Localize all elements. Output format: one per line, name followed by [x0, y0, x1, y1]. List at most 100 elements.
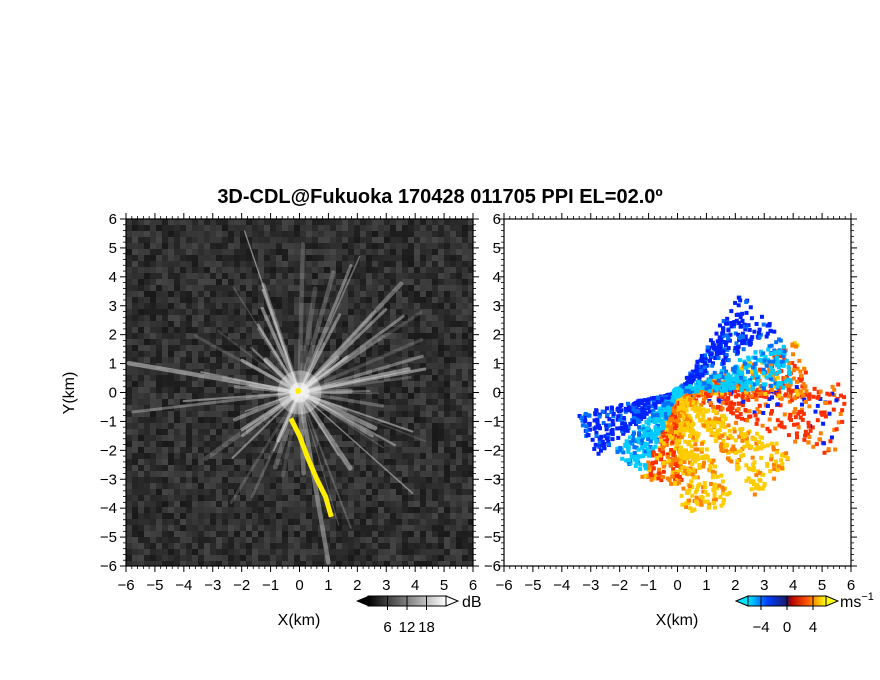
left-noise-cell	[276, 405, 282, 411]
left-noise-cell	[198, 519, 204, 525]
left-noise-cell	[414, 363, 420, 369]
left-noise-cell	[294, 351, 300, 357]
velocity-pixel	[734, 394, 739, 399]
echo-ray	[297, 310, 423, 395]
left-noise-cell	[246, 273, 252, 279]
left-noise-cell	[456, 423, 462, 429]
velocity-pixel	[732, 401, 737, 406]
left-noise-cell	[216, 399, 222, 405]
left-noise-cell	[462, 483, 468, 489]
left-noise-cell	[408, 225, 414, 231]
left-noise-cell	[408, 453, 414, 459]
left-noise-cell	[450, 501, 456, 507]
left-noise-cell	[150, 321, 156, 327]
left-noise-cell	[186, 225, 192, 231]
left-noise-cell	[168, 345, 174, 351]
left-noise-cell	[126, 441, 132, 447]
left-noise-cell	[258, 429, 264, 435]
left-noise-cell	[336, 447, 342, 453]
left-noise-cell	[366, 513, 372, 519]
velocity-pixel	[741, 453, 746, 458]
left-noise-cell	[282, 489, 288, 495]
left-noise-cell	[276, 351, 282, 357]
left-noise-cell	[444, 225, 450, 231]
left-noise-cell	[168, 453, 174, 459]
left-noise-cell	[186, 243, 192, 249]
left-noise-cell	[174, 285, 180, 291]
left-noise-cell	[312, 507, 318, 513]
left-noise-cell	[348, 297, 354, 303]
velocity-pixel	[759, 314, 764, 319]
left-noise-cell	[198, 387, 204, 393]
velocity-pixel	[735, 344, 740, 349]
echo-ray	[261, 282, 302, 395]
left-noise-cell	[426, 315, 432, 321]
left-noise-cell	[180, 381, 186, 387]
left-noise-cell	[174, 351, 180, 357]
left-noise-cell	[210, 429, 216, 435]
left-noise-cell	[150, 267, 156, 273]
left-noise-cell	[462, 507, 468, 513]
left-noise-cell	[294, 333, 300, 339]
left-noise-cell	[348, 231, 354, 237]
left-noise-cell	[162, 477, 168, 483]
left-noise-cell	[342, 285, 348, 291]
left-noise-cell	[360, 477, 366, 483]
left-noise-cell	[342, 555, 348, 561]
left-noise-cell	[294, 309, 300, 315]
left-noise-cell	[216, 285, 222, 291]
left-noise-cell	[450, 369, 456, 375]
left-noise-cell	[336, 399, 342, 405]
left-noise-cell	[444, 261, 450, 267]
left-noise-cell	[450, 525, 456, 531]
velocity-pixel	[800, 384, 805, 389]
left-noise-cell	[372, 273, 378, 279]
left-noise-cell	[264, 393, 270, 399]
velocity-pixel	[751, 355, 756, 360]
left-noise-cell	[156, 477, 162, 483]
left-noise-cell	[468, 327, 473, 333]
left-noise-cell	[216, 327, 222, 333]
velocity-pixel	[720, 391, 725, 396]
left-noise-cell	[276, 225, 282, 231]
left-noise-cell	[414, 453, 420, 459]
left-noise-cell	[216, 495, 222, 501]
velocity-pixel	[722, 399, 727, 404]
left-noise-cell	[384, 501, 390, 507]
left-noise-cell	[450, 381, 456, 387]
left-noise-cell	[342, 471, 348, 477]
left-noise-cell	[168, 411, 174, 417]
left-noise-cell	[276, 381, 282, 387]
left-noise-cell	[300, 333, 306, 339]
left-noise-cell	[360, 369, 366, 375]
left-noise-cell	[318, 513, 324, 519]
left-noise-cell	[288, 489, 294, 495]
left-noise-cell	[174, 237, 180, 243]
velocity-pixel	[697, 381, 702, 386]
left-noise-cell	[216, 441, 222, 447]
left-noise-cell	[144, 435, 150, 441]
left-noise-cell	[168, 267, 174, 273]
left-noise-cell	[462, 327, 468, 333]
left-noise-cell	[270, 279, 276, 285]
left-noise-cell	[324, 459, 330, 465]
left-noise-cell	[366, 237, 372, 243]
left-noise-cell	[162, 267, 168, 273]
left-noise-cell	[396, 393, 402, 399]
velocity-pixel	[792, 341, 797, 346]
left-noise-cell	[468, 237, 473, 243]
left-noise-cell	[408, 351, 414, 357]
left-noise-cell	[240, 423, 246, 429]
left-noise-cell	[240, 429, 246, 435]
left-noise-cell	[456, 303, 462, 309]
left-noise-cell	[222, 507, 228, 513]
left-noise-cell	[348, 489, 354, 495]
left-noise-cell	[204, 225, 210, 231]
left-noise-cell	[156, 267, 162, 273]
velocity-pixel	[657, 467, 662, 472]
left-noise-cell	[258, 339, 264, 345]
left-noise-cell	[438, 525, 444, 531]
left-noise-cell	[342, 495, 348, 501]
left-noise-cell	[246, 435, 252, 441]
velocity-pixel	[737, 388, 742, 393]
